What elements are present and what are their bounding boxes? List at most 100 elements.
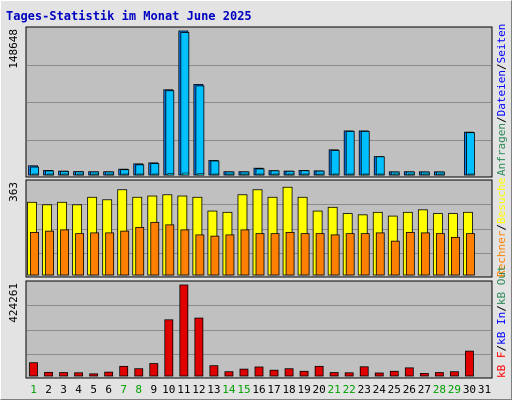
bar-dateien-day-30 [466,132,475,176]
bar-kbf-day-12 [194,317,204,377]
bar-rechner-day-7 [120,230,130,276]
bar-seiten-day-1 [32,173,39,176]
bar-seiten-day-2 [47,173,54,176]
bar-rechner-day-28 [435,233,445,276]
bar-rechner-day-27 [420,232,430,276]
bar-kbf-day-4 [74,372,84,377]
bar-seiten-day-3 [62,173,69,176]
chart-title: Tages-Statistik im Monat June 2025 [6,9,252,23]
bar-rechner-day-8 [135,226,145,276]
panel-middle: 363 [7,179,493,278]
bar-kbf-day-22 [344,372,354,377]
bar-dateien-day-22 [345,131,355,176]
bar-kbf-day-8 [134,368,144,377]
bar-seiten-day-15 [242,173,250,176]
bar-rechner-day-14 [225,234,235,276]
x-label-day-19: 19 [297,383,310,396]
x-label-day-12: 12 [192,383,205,396]
bar-kbf-day-17 [269,369,279,377]
x-label-day-29: 29 [448,383,461,396]
x-label-day-8: 8 [135,383,142,396]
bar-rechner-day-6 [105,232,115,276]
bar-dateien-day-9 [150,163,160,176]
bar-seiten-day-11 [182,172,190,176]
bar-rechner-day-23 [360,233,370,276]
x-label-day-27: 27 [418,383,431,396]
bar-kbf-day-23 [359,366,369,377]
bar-seiten-day-17 [272,173,280,176]
panel-bottom: 424261 [7,280,493,379]
bar-kbf-day-24 [374,372,384,377]
legend-entry: Besuche [495,178,508,224]
x-label-day-7: 7 [120,383,127,396]
x-label-day-5: 5 [90,383,97,396]
x-label-day-9: 9 [150,383,157,396]
legend-entry: Rechner [495,230,508,277]
bar-rechner-day-3 [60,229,69,276]
bar-rechner-day-1 [30,231,39,276]
bar-kbf-day-20 [314,365,324,377]
legend-entry: kB F [495,352,508,379]
bar-dateien-day-12 [195,85,205,176]
x-label-day-2: 2 [45,383,52,396]
bar-seiten-day-14 [227,173,235,176]
bar-rechner-day-9 [150,221,160,276]
bar-rechner-day-2 [45,230,54,276]
x-label-day-14: 14 [222,383,236,396]
bar-rechner-day-5 [90,232,100,276]
bar-kbf-day-1 [29,362,38,377]
bar-rechner-day-21 [330,234,340,276]
x-label-day-16: 16 [252,383,265,396]
bar-kbf-day-6 [104,371,114,377]
chart-panels: 148648 363 424261 [7,26,493,379]
x-label-day-10: 10 [162,383,175,396]
bar-seiten-day-8 [137,173,145,176]
bar-seiten-day-7 [122,173,130,176]
bar-dateien-day-13 [210,160,220,176]
x-label-day-4: 4 [75,383,82,396]
bar-kbf-day-14 [224,371,234,377]
bar-kbf-day-19 [299,370,309,377]
bar-kbf-day-28 [434,372,444,377]
bar-kbf-day-11 [179,284,189,377]
x-label-day-20: 20 [313,383,326,396]
x-label-day-15: 15 [237,383,250,396]
legend-entry: Anfragen [495,123,508,176]
bar-seiten-day-20 [317,173,325,176]
bar-seiten-day-30 [468,173,475,176]
bar-rechner-day-25 [390,240,400,276]
bar-rechner-day-16 [255,233,265,276]
bar-kbf-day-13 [209,365,219,377]
bar-kbf-day-27 [419,373,429,377]
x-label-day-23: 23 [358,383,371,396]
x-label-day-21: 21 [328,383,341,396]
bar-rechner-day-10 [165,224,175,276]
bar-rechner-day-17 [270,233,280,276]
legend-entry: / [495,116,508,123]
x-label-day-31: 31 [478,383,491,396]
x-label-day-30: 30 [463,383,476,396]
bar-kbf-day-21 [329,372,339,377]
bar-seiten-day-5 [92,173,99,176]
bar-seiten-day-26 [408,173,415,176]
bar-kbf-day-3 [59,372,68,377]
x-axis-labels: 1 2 3 4 5 6 7 8 9 10 11 12 13 14 15 16 17 18 19 20 21 22 23 24 2… [30,383,491,396]
y-max-label: 148648 [7,29,20,69]
bar-seiten-day-27 [423,173,430,176]
bar-seiten-day-13 [212,173,220,176]
bar-dateien-day-23 [360,131,370,176]
bar-kbf-day-15 [239,368,249,377]
bar-rechner-day-26 [405,231,415,276]
x-label-day-26: 26 [403,383,416,396]
bar-seiten-day-16 [257,173,265,176]
bar-kbf-day-30 [465,350,474,377]
legend-top: Anfragen/Dateien/Seiten [495,24,508,176]
bar-kbf-day-16 [254,366,264,377]
legend-entry: Seiten [495,24,508,64]
bar-seiten-day-25 [392,173,400,176]
bar-seiten-day-4 [77,173,84,176]
x-label-day-1: 1 [30,383,37,396]
bar-rechner-day-29 [451,236,460,276]
panel-background [25,280,493,379]
